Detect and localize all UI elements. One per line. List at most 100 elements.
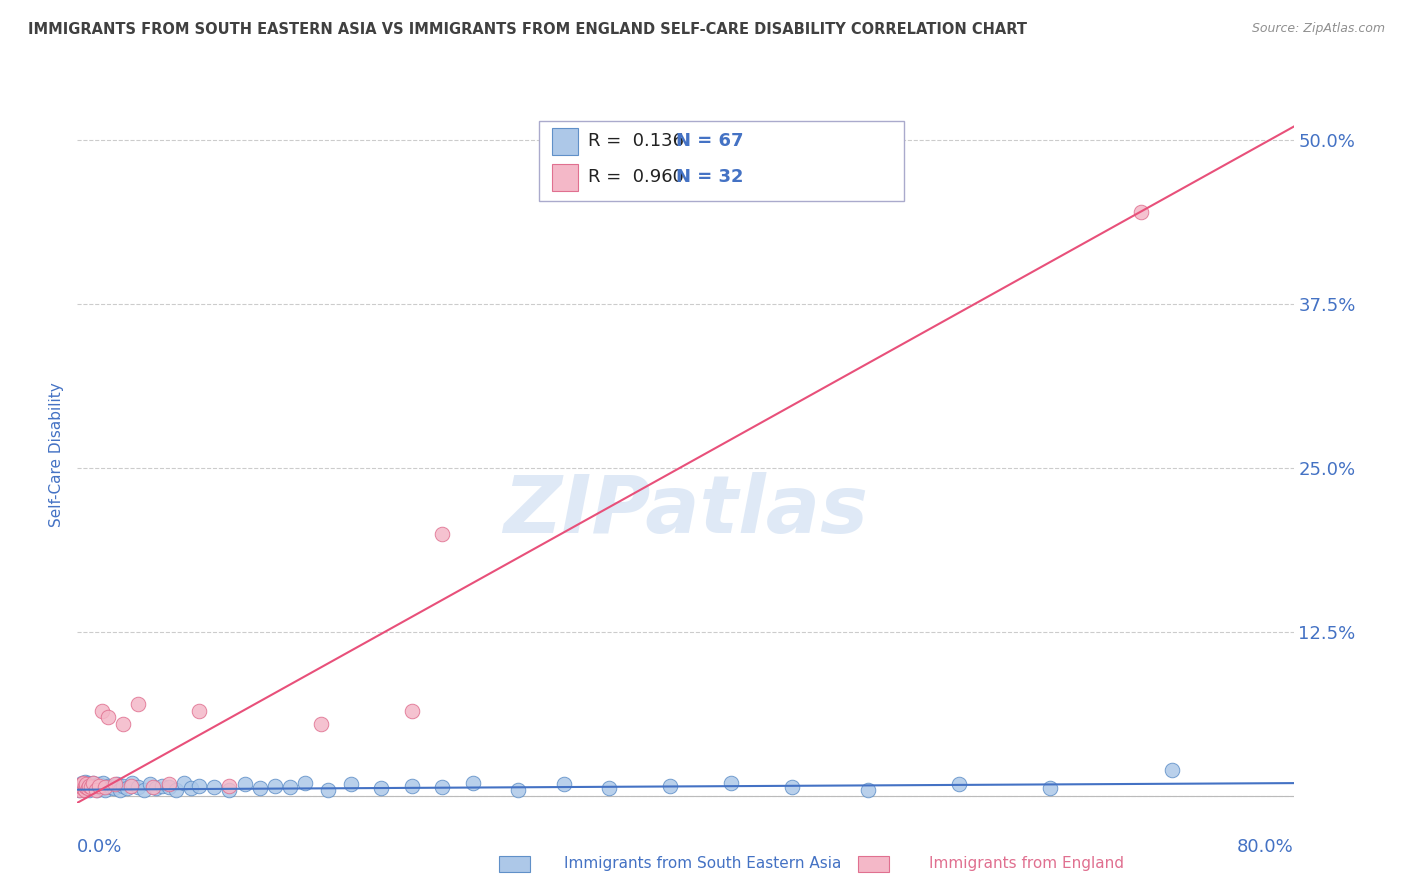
Point <box>121 776 143 790</box>
Text: N = 32: N = 32 <box>676 169 744 186</box>
Text: Source: ZipAtlas.com: Source: ZipAtlas.com <box>1251 22 1385 36</box>
Point <box>69 782 91 797</box>
Point <box>111 779 134 793</box>
Point <box>278 780 301 794</box>
Point <box>75 777 97 791</box>
Point <box>108 782 131 797</box>
Point <box>249 781 271 796</box>
Text: Immigrants from South Eastern Asia: Immigrants from South Eastern Asia <box>564 856 842 871</box>
Text: 80.0%: 80.0% <box>1237 838 1294 855</box>
Point <box>202 780 225 794</box>
Point <box>401 779 423 793</box>
Text: IMMIGRANTS FROM SOUTH EASTERN ASIA VS IMMIGRANTS FROM ENGLAND SELF-CARE DISABILI: IMMIGRANTS FROM SOUTH EASTERN ASIA VS IM… <box>28 22 1028 37</box>
Point <box>165 782 187 797</box>
Point <box>157 780 180 794</box>
Point <box>188 704 211 718</box>
Point <box>173 776 195 790</box>
Point <box>80 779 103 793</box>
Text: Immigrants from England: Immigrants from England <box>929 856 1123 871</box>
Point <box>461 776 484 790</box>
Point <box>134 782 156 797</box>
Point <box>70 777 93 791</box>
Point <box>84 779 107 793</box>
Point <box>720 776 742 790</box>
Point <box>70 776 93 790</box>
Point <box>79 779 101 793</box>
Point <box>87 777 110 791</box>
Point <box>432 780 454 794</box>
Point <box>264 779 287 793</box>
Point <box>105 777 128 791</box>
Point <box>79 777 101 791</box>
Text: R =  0.960: R = 0.960 <box>588 169 683 186</box>
Point <box>79 782 101 797</box>
Point <box>67 781 90 796</box>
Point <box>93 780 115 794</box>
Point <box>75 781 97 796</box>
Point <box>69 779 91 793</box>
Point <box>73 779 96 793</box>
Point <box>218 779 240 793</box>
Point <box>111 717 134 731</box>
Point <box>69 779 91 793</box>
Point <box>103 781 125 796</box>
Point <box>73 774 96 789</box>
Point <box>90 781 112 796</box>
Point <box>82 776 104 790</box>
Point <box>598 781 620 796</box>
Point <box>90 704 112 718</box>
Point <box>75 780 97 794</box>
Text: 0.0%: 0.0% <box>77 838 122 855</box>
Point <box>77 781 100 796</box>
Point <box>127 698 149 712</box>
Point <box>316 782 339 797</box>
Point <box>80 781 103 796</box>
Point <box>1039 781 1062 796</box>
Point <box>340 777 363 791</box>
Point <box>89 780 111 794</box>
Point <box>73 782 96 797</box>
Point <box>72 776 94 790</box>
Point <box>127 780 149 794</box>
Point <box>152 779 174 793</box>
Point <box>67 782 90 797</box>
Point <box>82 776 104 790</box>
Point <box>180 781 202 796</box>
Point <box>157 777 180 791</box>
Point <box>70 781 93 796</box>
Text: ZIPatlas: ZIPatlas <box>503 472 868 549</box>
Point <box>72 781 94 796</box>
Point <box>142 780 165 794</box>
Point <box>86 782 108 797</box>
Point <box>73 782 96 797</box>
Point <box>218 782 240 797</box>
Point <box>188 779 211 793</box>
Point <box>77 776 100 790</box>
Point <box>87 779 110 793</box>
Y-axis label: Self-Care Disability: Self-Care Disability <box>49 383 65 527</box>
Point <box>93 782 115 797</box>
Point <box>83 781 105 796</box>
Point <box>72 780 94 794</box>
Point <box>145 781 167 796</box>
Point <box>780 780 803 794</box>
Point <box>84 782 107 797</box>
Point <box>75 779 97 793</box>
Point <box>294 776 316 790</box>
Point <box>401 704 423 718</box>
Point <box>508 782 530 797</box>
Point <box>370 781 392 796</box>
Text: R =  0.136: R = 0.136 <box>588 132 685 151</box>
Point <box>97 779 120 793</box>
Point <box>100 780 122 794</box>
Point <box>432 526 454 541</box>
Point <box>91 776 114 790</box>
Point <box>948 777 970 791</box>
Point <box>139 777 162 791</box>
Point <box>1130 205 1153 219</box>
Point <box>104 777 127 791</box>
Point <box>659 779 682 793</box>
Point <box>856 782 879 797</box>
Point <box>120 779 142 793</box>
Text: N = 67: N = 67 <box>676 132 744 151</box>
